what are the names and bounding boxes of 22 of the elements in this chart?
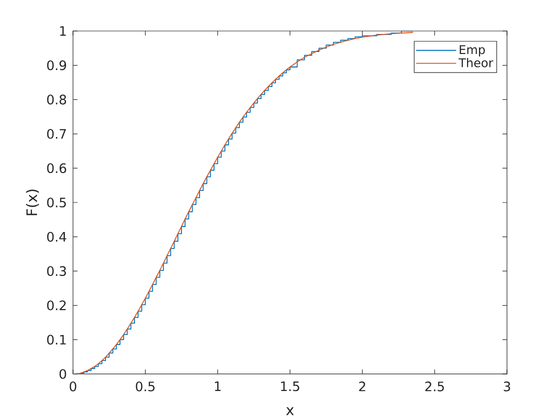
x-tick-label: 2.5 [425,382,444,392]
y-tick-label: 0.6 [47,163,66,174]
y-tick-label: 0 [60,369,66,379]
y-tick-label: 0.8 [47,94,66,105]
x-tick-label: 1 [214,382,221,391]
x-tick-label: 1.5 [281,382,300,392]
y-tick-label: 0.3 [47,266,66,276]
x-axis-title: x [286,407,294,416]
y-axis-title: F(x) [26,190,39,216]
y-tick-label: 0.4 [47,232,66,242]
y-tick-label: 0.2 [47,300,66,310]
x-tick-label: 0.5 [136,382,155,392]
x-tick-label: 3 [504,382,510,392]
y-tick-label: 0.1 [47,334,66,345]
y-tick-label: 1 [60,26,66,36]
x-tick-label: 2 [359,382,366,392]
legend-label: Theor [458,58,494,68]
x-tick-label: 0 [70,382,76,392]
y-tick-label: 0.7 [47,128,66,139]
legend-label: Emp [460,45,485,56]
y-tick-label: 0.5 [47,198,66,208]
y-tick-label: 0.9 [47,60,66,70]
